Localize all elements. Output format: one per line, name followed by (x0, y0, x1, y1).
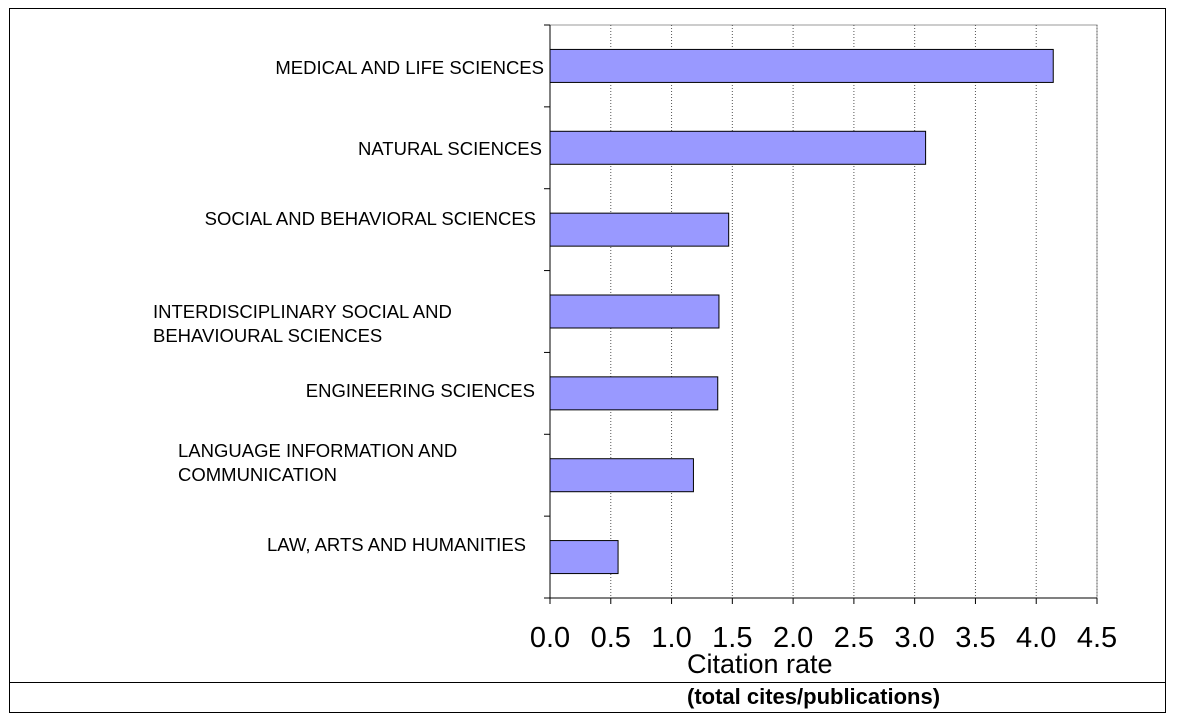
x-tick-label: 2.5 (834, 622, 874, 654)
x-tick-label: 4.5 (1077, 622, 1117, 654)
category-label: LANGUAGE INFORMATION AND COMMUNICATION (178, 440, 458, 485)
x-tick-label: 0.0 (530, 622, 570, 654)
category-label: ENGINEERING SCIENCES (305, 380, 535, 401)
bar (549, 212, 730, 247)
category-label: LAW, ARTS AND HUMANITIES (266, 534, 526, 555)
bar (549, 294, 720, 329)
bar (549, 48, 1054, 83)
x-tick-label: 1.0 (651, 622, 691, 654)
category-label: MEDICAL AND LIFE SCIENCES (275, 57, 544, 78)
x-axis-subtitle: (total cites/publications) (687, 684, 941, 709)
x-tick-label: 1.5 (712, 622, 752, 654)
bar (549, 458, 694, 493)
chart-frame (9, 8, 1166, 713)
x-tick-label: 0.5 (591, 622, 631, 654)
category-label: INTERDISCIPLINARY SOCIAL AND BEHAVIOURAL… (153, 301, 452, 346)
x-tick-label: 3.5 (955, 622, 995, 654)
x-tick-label: 2.0 (773, 622, 813, 654)
x-tick-label: 4.0 (1016, 622, 1056, 654)
bar (549, 540, 619, 575)
bar (549, 376, 719, 411)
x-axis-title: Citation rate (687, 649, 833, 679)
frame-divider (9, 682, 1166, 683)
category-label: SOCIAL AND BEHAVIORAL SCIENCES (204, 208, 536, 229)
x-tick-label: 3.0 (895, 622, 935, 654)
category-label: NATURAL SCIENCES (357, 138, 542, 159)
bar (549, 130, 927, 165)
